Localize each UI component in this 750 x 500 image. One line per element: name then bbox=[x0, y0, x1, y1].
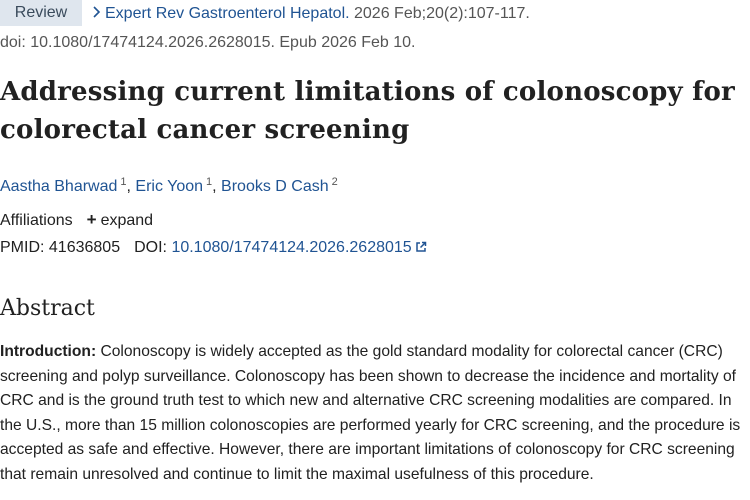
author-affiliation-ref[interactable]: 1 bbox=[120, 176, 127, 188]
affiliations-label: Affiliations bbox=[0, 212, 73, 229]
author-list: Aastha Bharwad 1, Eric Yoon 1, Brooks D Ca… bbox=[0, 176, 338, 195]
introduction-text: Colonoscopy is widely accepted as the go… bbox=[0, 343, 741, 483]
plus-icon: + bbox=[86, 210, 97, 229]
journal-link[interactable]: Expert Rev Gastroenterol Hepatol. bbox=[105, 5, 350, 22]
pmid-label: PMID: bbox=[0, 239, 45, 256]
abstract-heading: Abstract bbox=[0, 296, 95, 321]
external-link-icon bbox=[415, 239, 427, 252]
author-link[interactable]: Aastha Bharwad bbox=[0, 178, 118, 195]
author-link[interactable]: Eric Yoon bbox=[135, 178, 204, 195]
chevron-right-icon bbox=[92, 4, 101, 24]
affiliations-expand-button[interactable]: + expand bbox=[86, 210, 154, 229]
doi-link[interactable]: 10.1080/17474124.2026.2628015 bbox=[171, 239, 426, 256]
author-affiliation-ref[interactable]: 2 bbox=[331, 176, 338, 188]
abstract-introduction: Introduction: Colonoscopy is widely acce… bbox=[0, 340, 745, 487]
doi-epub-line: doi: 10.1080/17474124.2026.2628015. Epub… bbox=[0, 34, 416, 51]
article-title: Addressing current limitations of colono… bbox=[0, 77, 735, 145]
author-link[interactable]: Brooks D Cash bbox=[221, 178, 329, 195]
journal-citation: Expert Rev Gastroenterol Hepatol. 2026 F… bbox=[92, 4, 530, 24]
article-type-badge: Review bbox=[0, 0, 82, 26]
author-affiliation-ref[interactable]: 1 bbox=[206, 176, 213, 188]
doi-label: DOI: bbox=[134, 239, 167, 256]
identifiers-row: PMID: 41636805 DOI: 10.1080/17474124.2026… bbox=[0, 238, 427, 258]
introduction-label: Introduction: bbox=[0, 343, 97, 360]
pmid-value: 41636805 bbox=[48, 239, 121, 256]
citation-details: 2026 Feb;20(2):107-117. bbox=[349, 5, 530, 22]
affiliations-row: Affiliations + expand bbox=[0, 210, 153, 231]
